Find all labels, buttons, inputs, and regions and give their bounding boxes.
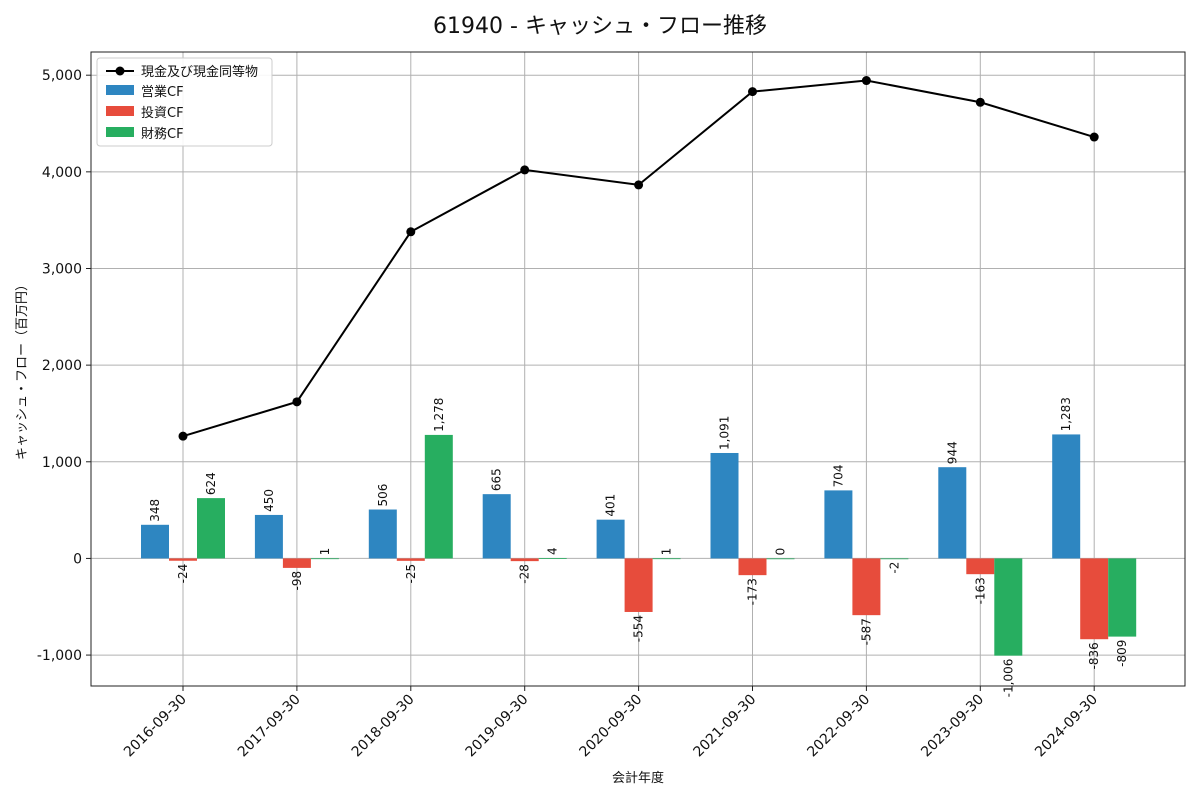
x-tick-label: 2019-09-30	[463, 692, 532, 761]
x-tick-label: 2018-09-30	[349, 692, 418, 761]
bar-data-label: -163	[973, 577, 987, 604]
bar-data-label: 0	[774, 548, 788, 556]
bar-data-label: -24	[176, 564, 190, 584]
bar-data-label: -2	[887, 562, 901, 574]
bar	[966, 558, 995, 575]
bar	[852, 558, 881, 616]
bar-data-label: 1,283	[1059, 397, 1073, 431]
legend-label-operating: 営業CF	[141, 84, 184, 100]
y-tick-label: 2,000	[42, 358, 82, 374]
bar	[738, 558, 767, 576]
legend-line-marker	[115, 66, 125, 76]
bar	[1052, 434, 1081, 559]
bar-data-label: 506	[376, 484, 390, 507]
bar-data-label: -28	[518, 564, 532, 584]
bar-data-label: -836	[1087, 642, 1101, 669]
bar-data-label: -25	[404, 564, 418, 584]
bar-data-label: 1,278	[432, 398, 446, 432]
cash-point	[748, 87, 757, 97]
bar-data-label: 624	[204, 472, 218, 495]
bar	[424, 434, 453, 559]
bar	[710, 452, 739, 559]
bar-data-label: -1,006	[1001, 659, 1015, 698]
legend-swatch-financing	[106, 127, 134, 137]
legend-swatch-investing	[106, 106, 134, 116]
bar	[538, 558, 567, 559]
bar-data-label: -98	[290, 571, 304, 591]
bar-data-label: 944	[945, 441, 959, 464]
cash-point	[406, 227, 416, 237]
bar	[766, 558, 795, 560]
x-tick-label: 2016-09-30	[121, 692, 190, 761]
legend-label-financing: 財務CF	[141, 127, 184, 142]
bar-data-label: -554	[632, 615, 646, 642]
legend: 現金及び現金同等物 営業CF 投資CF 財務CF	[96, 57, 273, 147]
bars	[141, 434, 1137, 656]
cash-point	[861, 76, 871, 86]
bar-data-label: -173	[746, 578, 760, 605]
bar-data-label: 1,091	[718, 416, 732, 450]
cash-point	[178, 431, 188, 441]
bar-data-label: -587	[859, 618, 873, 645]
bar	[994, 558, 1023, 656]
bar-data-label: 401	[604, 494, 618, 517]
legend-swatch-operating	[106, 85, 134, 95]
bar	[197, 498, 225, 559]
x-tick-label: 2020-09-30	[577, 692, 646, 761]
legend-label-cash: 現金及び現金同等物	[141, 64, 258, 80]
bar	[254, 514, 283, 559]
y-tick-label: -1,000	[37, 648, 82, 664]
x-tick-label: 2017-09-30	[235, 692, 304, 761]
chart-title: 61940 - キャッシュ・フロー推移	[433, 14, 767, 39]
cash-point	[975, 97, 985, 107]
bar-data-label: 4	[546, 547, 560, 555]
y-tick-label: 3,000	[42, 261, 82, 277]
x-tick-label: 2022-09-30	[804, 692, 873, 761]
bar	[396, 558, 425, 561]
cash-point	[1089, 132, 1099, 142]
cash-point	[292, 397, 302, 407]
y-tick-label: 5,000	[42, 68, 82, 84]
bar	[652, 558, 681, 560]
bar	[1080, 558, 1109, 640]
bar	[880, 558, 909, 560]
bar	[596, 519, 625, 559]
y-axis-label: キャッシュ・フロー（百万円）	[15, 278, 30, 460]
y-tick-label: 0	[73, 551, 82, 567]
bar-data-label: 450	[262, 489, 276, 512]
bar	[824, 490, 853, 559]
bar-data-label: 704	[831, 464, 845, 487]
y-tick-label: 1,000	[42, 455, 82, 471]
x-tick-label: 2021-09-30	[690, 692, 759, 761]
bar	[938, 467, 967, 559]
bar	[510, 558, 539, 562]
cash-point	[634, 180, 644, 190]
bar-data-label: -809	[1115, 640, 1129, 667]
bar-data-label: 1	[318, 548, 332, 556]
bar	[482, 494, 511, 559]
bar	[368, 509, 397, 559]
x-axis-label: 会計年度	[612, 770, 664, 786]
bar-data-label: 1	[660, 548, 674, 556]
cash-point	[520, 165, 530, 175]
bar	[1108, 558, 1137, 637]
bar	[624, 558, 653, 612]
bar-data-label: 348	[148, 499, 162, 522]
x-tick-label: 2023-09-30	[918, 692, 987, 761]
bar	[310, 558, 339, 560]
plot-frame	[90, 51, 1186, 687]
bar	[141, 524, 169, 559]
bar	[282, 558, 311, 568]
bar	[169, 558, 197, 561]
bar-data-label: 665	[490, 468, 504, 491]
y-tick-label: 4,000	[42, 165, 82, 181]
cash-line	[178, 76, 1099, 441]
legend-box	[96, 57, 273, 147]
x-tick-label: 2024-09-30	[1032, 692, 1101, 761]
legend-label-investing: 投資CF	[141, 105, 184, 121]
